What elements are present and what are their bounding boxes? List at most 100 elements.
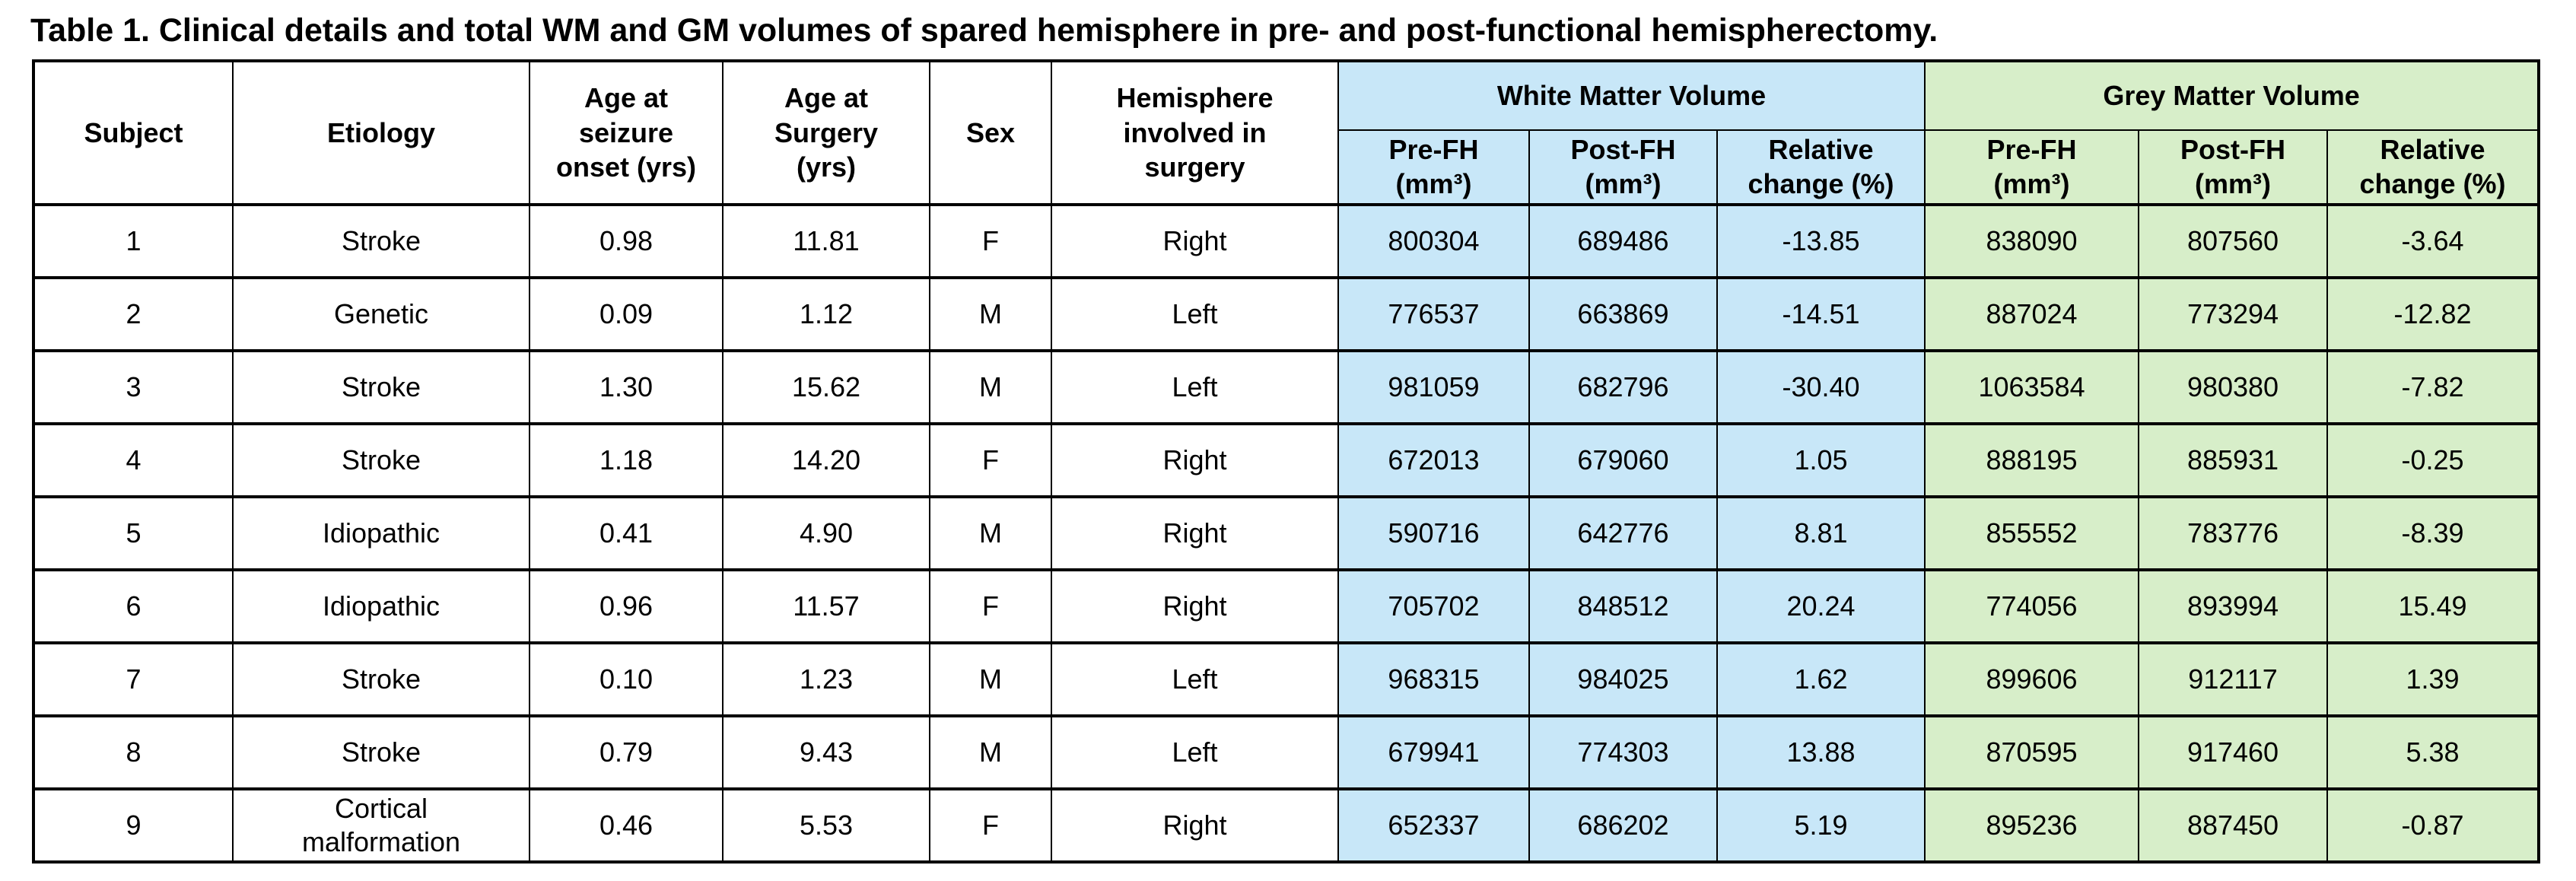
cell-gm-relative-change: -0.25 — [2326, 422, 2540, 498]
cell-etiology: Stroke — [232, 349, 530, 425]
cell-wm-relative-change: 13.88 — [1716, 714, 1926, 790]
cell-subject: 1 — [33, 203, 234, 278]
cell-etiology: Idiopathic — [232, 495, 530, 571]
cell-subject: 8 — [33, 714, 234, 790]
cell-sex: M — [929, 714, 1052, 790]
cell-wm-pre-fh: 590716 — [1337, 495, 1530, 571]
cell-wm-post-fh: 682796 — [1528, 349, 1718, 425]
cell-gm-relative-change: -7.82 — [2326, 349, 2540, 425]
cell-gm-post-fh: 917460 — [2138, 714, 2329, 790]
cell-age-surgery: 1.23 — [722, 641, 930, 717]
clinical-table: Subject Etiology Age at seizure onset (y… — [32, 59, 2541, 864]
cell-gm-relative-change: 5.38 — [2326, 714, 2540, 790]
cell-hemisphere: Left — [1051, 641, 1339, 717]
table-row: 9 Cortical malformation 0.46 5.53 F Right 6523… — [33, 787, 2540, 863]
cell-age-seizure-onset: 0.98 — [529, 203, 724, 278]
cell-wm-post-fh: 663869 — [1528, 276, 1718, 351]
cell-gm-post-fh: 773294 — [2138, 276, 2329, 351]
cell-gm-relative-change: -3.64 — [2326, 203, 2540, 278]
cell-gm-pre-fh: 887024 — [1924, 276, 2140, 351]
cell-wm-pre-fh: 672013 — [1337, 422, 1530, 498]
cell-wm-post-fh: 984025 — [1528, 641, 1718, 717]
cell-hemisphere: Right — [1051, 568, 1339, 644]
cell-age-surgery: 15.62 — [722, 349, 930, 425]
cell-gm-relative-change: 15.49 — [2326, 568, 2540, 644]
cell-hemisphere: Right — [1051, 495, 1339, 571]
cell-subject: 3 — [33, 349, 234, 425]
cell-sex: F — [929, 787, 1052, 863]
cell-sex: M — [929, 349, 1052, 425]
cell-wm-pre-fh: 800304 — [1337, 203, 1530, 278]
cell-age-seizure-onset: 0.96 — [529, 568, 724, 644]
col-header-age-seizure-onset: Age at seizure onset (yrs) — [529, 60, 724, 205]
cell-gm-post-fh: 783776 — [2138, 495, 2329, 571]
cell-wm-relative-change: -13.85 — [1716, 203, 1926, 278]
cell-wm-post-fh: 774303 — [1528, 714, 1718, 790]
cell-wm-pre-fh: 679941 — [1337, 714, 1530, 790]
cell-sex: M — [929, 276, 1052, 351]
cell-age-surgery: 11.81 — [722, 203, 930, 278]
cell-gm-relative-change: -0.87 — [2326, 787, 2540, 863]
cell-subject: 7 — [33, 641, 234, 717]
cell-subject: 6 — [33, 568, 234, 644]
cell-wm-post-fh: 686202 — [1528, 787, 1718, 863]
cell-wm-relative-change: 1.62 — [1716, 641, 1926, 717]
cell-gm-pre-fh: 1063584 — [1924, 349, 2140, 425]
cell-gm-pre-fh: 855552 — [1924, 495, 2140, 571]
cell-age-surgery: 9.43 — [722, 714, 930, 790]
cell-age-surgery: 1.12 — [722, 276, 930, 351]
cell-age-seizure-onset: 0.10 — [529, 641, 724, 717]
col-header-wm-relative-change: Relative change (%) — [1716, 129, 1926, 205]
cell-sex: M — [929, 495, 1052, 571]
cell-wm-pre-fh: 981059 — [1337, 349, 1530, 425]
cell-wm-relative-change: 5.19 — [1716, 787, 1926, 863]
cell-gm-post-fh: 893994 — [2138, 568, 2329, 644]
cell-wm-pre-fh: 705702 — [1337, 568, 1530, 644]
cell-wm-post-fh: 848512 — [1528, 568, 1718, 644]
col-header-hemisphere: Hemisphere involved in surgery — [1051, 60, 1339, 205]
cell-hemisphere: Left — [1051, 349, 1339, 425]
cell-age-seizure-onset: 0.09 — [529, 276, 724, 351]
cell-wm-post-fh: 679060 — [1528, 422, 1718, 498]
cell-age-seizure-onset: 0.41 — [529, 495, 724, 571]
cell-gm-pre-fh: 899606 — [1924, 641, 2140, 717]
cell-wm-relative-change: 1.05 — [1716, 422, 1926, 498]
cell-hemisphere: Left — [1051, 276, 1339, 351]
cell-age-seizure-onset: 0.46 — [529, 787, 724, 863]
col-header-wm-pre-fh: Pre-FH (mm³) — [1337, 129, 1530, 205]
cell-gm-post-fh: 980380 — [2138, 349, 2329, 425]
table-row: 4 Stroke 1.18 14.20 F Right 672013 679060 1.05 88… — [33, 422, 2540, 498]
cell-gm-post-fh: 887450 — [2138, 787, 2329, 863]
col-header-sex: Sex — [929, 60, 1052, 205]
cell-wm-post-fh: 642776 — [1528, 495, 1718, 571]
cell-gm-post-fh: 885931 — [2138, 422, 2329, 498]
col-header-gm-relative-change: Relative change (%) — [2326, 129, 2540, 205]
cell-etiology: Stroke — [232, 714, 530, 790]
cell-wm-pre-fh: 776537 — [1337, 276, 1530, 351]
cell-wm-relative-change: 8.81 — [1716, 495, 1926, 571]
cell-age-seizure-onset: 0.79 — [529, 714, 724, 790]
group-header-grey-matter-volume: Grey Matter Volume — [1924, 60, 2540, 131]
cell-age-seizure-onset: 1.30 — [529, 349, 724, 425]
cell-etiology: Cortical malformation — [232, 787, 530, 863]
table-row: 5 Idiopathic 0.41 4.90 M Right 590716 642776 8.8… — [33, 495, 2540, 571]
cell-age-surgery: 5.53 — [722, 787, 930, 863]
cell-etiology: Stroke — [232, 641, 530, 717]
cell-sex: F — [929, 422, 1052, 498]
table-row: 8 Stroke 0.79 9.43 M Left 679941 774303 13.88 870… — [33, 714, 2540, 790]
cell-gm-post-fh: 807560 — [2138, 203, 2329, 278]
table-title: Table 1. Clinical details and total WM a… — [30, 12, 1938, 49]
cell-sex: F — [929, 203, 1052, 278]
cell-subject: 9 — [33, 787, 234, 863]
col-header-gm-post-fh: Post-FH (mm³) — [2138, 129, 2329, 205]
cell-hemisphere: Left — [1051, 714, 1339, 790]
cell-age-surgery: 14.20 — [722, 422, 930, 498]
col-header-etiology: Etiology — [232, 60, 530, 205]
cell-sex: F — [929, 568, 1052, 644]
table-header: Subject Etiology Age at seizure onset (y… — [33, 60, 2540, 205]
cell-gm-pre-fh: 774056 — [1924, 568, 2140, 644]
table-row: 3 Stroke 1.30 15.62 M Left 981059 682796 -30.40 1… — [33, 349, 2540, 425]
group-header-white-matter-volume: White Matter Volume — [1337, 60, 1926, 131]
cell-gm-pre-fh: 870595 — [1924, 714, 2140, 790]
